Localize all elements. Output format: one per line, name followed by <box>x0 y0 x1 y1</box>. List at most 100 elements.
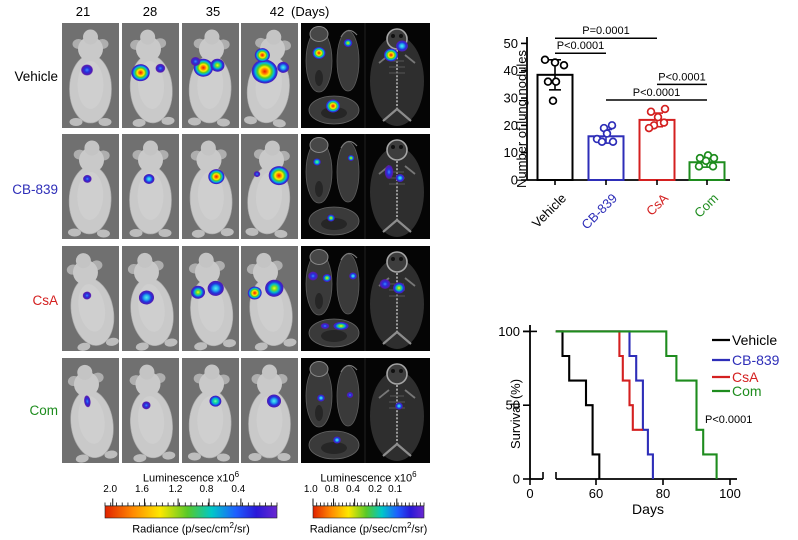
skeleton-hind-legs <box>382 108 412 122</box>
mouse-head <box>204 29 220 45</box>
survival-curve-vehicle <box>555 330 601 479</box>
luminescence-signal <box>320 323 330 329</box>
legend-label-vehicle: Vehicle <box>732 332 777 348</box>
pet-ct-image-cb-839 <box>301 134 430 239</box>
mouse-head <box>77 364 93 380</box>
mouse-head <box>262 364 277 380</box>
legend-label-com: Com <box>732 383 762 399</box>
pet-coronal-cavity <box>315 405 323 421</box>
mouse-head <box>83 29 98 45</box>
mouse-foot-left <box>67 228 81 237</box>
mouse-body-group <box>69 29 112 126</box>
pet-sagittal-head <box>340 252 358 261</box>
survival-curve-com <box>555 330 718 479</box>
mouse-foot-left <box>191 229 205 238</box>
skeleton-skull <box>386 251 408 273</box>
day-label-42: 42 <box>269 4 285 19</box>
y-tick-label: 40 <box>504 63 518 78</box>
luminescence-signal <box>141 401 151 410</box>
mouse-foot-right <box>283 338 297 347</box>
data-point <box>543 77 553 86</box>
survival-curve-csa <box>555 330 643 431</box>
luminescence-signal <box>208 169 225 185</box>
legend-label-cb-839: CB-839 <box>732 352 780 368</box>
mouse-foot-right <box>216 118 230 127</box>
data-point <box>607 121 617 130</box>
mouse-image-vehicle-day42 <box>241 23 298 128</box>
mouse-image-vehicle-day21 <box>62 23 119 128</box>
mouse-body-group <box>67 364 118 463</box>
bar-chart-y-axis-label: Number of lung nodules <box>514 49 529 188</box>
luminescence-signal <box>393 282 405 294</box>
mouse-body-group <box>248 364 291 461</box>
mouse-image-vehicle-day35 <box>182 23 239 128</box>
scalebar-title: Luminescence x106 <box>320 470 417 485</box>
mouse-foot-right <box>272 119 286 128</box>
luminescence-signal <box>131 64 150 82</box>
mouse-foot-left <box>129 229 143 237</box>
skeleton-eye-right <box>399 369 403 373</box>
luminescence-signal <box>308 271 318 281</box>
x-tick-label: 0 <box>526 486 533 501</box>
scalebar-tick-label: 1.0 <box>303 484 318 495</box>
pet-coronal-cavity <box>315 181 323 197</box>
y-tick-label: 50 <box>504 36 518 51</box>
luminescence-signal <box>333 322 349 330</box>
mouse-foot-left <box>69 118 83 126</box>
luminescence-signal <box>317 394 325 402</box>
mouse-foot-left <box>132 118 146 127</box>
mouse-body-group <box>187 364 232 462</box>
luminescence-signal <box>347 155 355 161</box>
luminescence-signal <box>312 47 326 59</box>
mouse-shoulders <box>257 371 282 397</box>
mouse-foot-right <box>104 450 118 459</box>
mouse-head <box>204 364 220 380</box>
scalebar-tick-label: 0.2 <box>368 484 383 495</box>
scalebar-unit-label: Radiance (p/sec/cm2/sr) <box>309 521 428 536</box>
skeleton-hind-legs <box>382 331 412 345</box>
mouse-image-cb-839-day35 <box>182 134 239 239</box>
mouse-highlight <box>197 396 224 444</box>
mouse-head <box>266 29 282 45</box>
luminescence-signal <box>138 290 155 305</box>
pet-skeleton-group <box>370 28 424 126</box>
mouse-foot-left <box>254 342 268 351</box>
mouse-foot-right <box>98 118 112 126</box>
data-point <box>659 118 669 127</box>
mouse-shoulders <box>196 147 222 173</box>
luminescence-signal <box>268 166 290 186</box>
row-label-cb-839: CB-839 <box>12 182 58 197</box>
mouse-head <box>264 140 280 156</box>
mouse-head <box>198 252 214 268</box>
x-tick-label: 60 <box>589 486 603 501</box>
x-category-label: Com <box>691 191 721 221</box>
mouse-body-group <box>67 140 112 238</box>
data-point <box>559 61 569 70</box>
scalebar-ruler-and-gradient <box>312 498 425 519</box>
luminescence-signal <box>313 158 321 166</box>
luminescence-signal <box>343 39 353 47</box>
scalebar-tick-label: 0.8 <box>199 484 214 495</box>
mouse-foot-left <box>75 454 89 463</box>
mouse-image-csa-day35 <box>182 246 239 351</box>
pet-coronal-skull <box>309 249 329 265</box>
scalebar-tick-label: 2.0 <box>103 484 118 495</box>
mouse-shoulders <box>199 36 225 62</box>
mouse-head <box>75 253 91 269</box>
data-point <box>608 137 618 147</box>
luminescence-signal <box>277 61 290 73</box>
mouse-foot-left <box>187 452 201 461</box>
scalebar-unit-label: Radiance (p/sec/cm2/sr) <box>132 521 250 536</box>
luminescence-signal <box>384 165 394 179</box>
mouse-foot-right <box>162 451 176 460</box>
data-point <box>548 96 558 106</box>
data-point <box>709 153 719 163</box>
skeleton-eye-right <box>399 257 403 261</box>
pet-sagittal-slice <box>336 253 360 315</box>
mouse-head <box>139 364 155 380</box>
mouse-shoulders <box>135 371 161 397</box>
mouse-foot-right <box>161 116 175 125</box>
pet-ct-image-vehicle <box>301 23 430 128</box>
pet-skeleton-group <box>370 139 424 237</box>
pet-coronal-cavity <box>315 70 323 86</box>
